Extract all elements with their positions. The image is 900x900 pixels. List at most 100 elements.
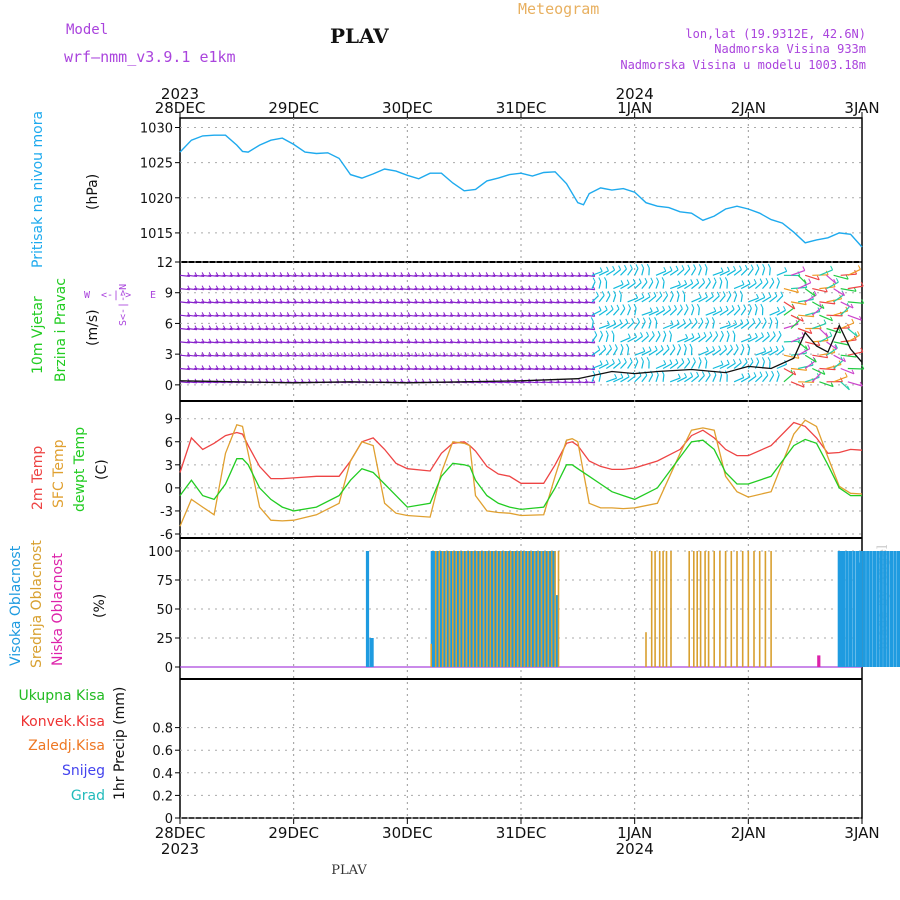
cloud-bar-high: [511, 551, 515, 667]
wind-barb: [506, 354, 517, 357]
wind-barb-tick: [598, 306, 602, 311]
wind-barb-tick: [641, 293, 645, 298]
wind-barb: [528, 341, 539, 344]
wind-barb: [662, 281, 665, 289]
wind-barb: [783, 288, 799, 294]
wind-barb: [776, 281, 780, 289]
wind-barb: [194, 367, 205, 371]
wind-barb: [364, 354, 375, 357]
wind-barb-tick: [720, 360, 724, 365]
wind-barb: [250, 314, 261, 317]
wind-barb-tick: [767, 357, 771, 362]
y-tick-label: 0: [165, 661, 173, 676]
wind-barb: [300, 367, 311, 371]
wind-barb-tick: [730, 344, 733, 350]
wind-barb: [535, 288, 546, 291]
wind-barb: [542, 301, 553, 304]
wind-barb-tick: [739, 265, 742, 270]
wind-barb-tick: [660, 345, 664, 350]
wind-barb: [457, 367, 467, 371]
wind-barb-tick: [666, 344, 670, 350]
wind-barb-tick: [834, 344, 838, 350]
wind-barb: [833, 294, 845, 303]
wind-barb: [208, 314, 219, 317]
wind-barb: [719, 309, 729, 316]
wind-barb-tick: [705, 346, 709, 352]
elevation-label: Nadmorska Visina 933m: [714, 42, 866, 56]
wind-barb: [712, 321, 715, 329]
wind-barb: [805, 274, 820, 281]
wind-barb-tick: [733, 265, 736, 271]
wind-barb-tick: [646, 357, 650, 362]
wind-barb: [662, 348, 670, 356]
wind-barb-tick: [775, 317, 779, 322]
cloud-bar-high: [494, 551, 498, 667]
wind-barb: [457, 354, 467, 357]
wind-barb: [385, 354, 396, 357]
wind-barb: [648, 295, 657, 303]
cloud-bar-high: [879, 551, 883, 667]
top-day-label: 2JAN: [731, 99, 766, 117]
wind-barb: [194, 314, 205, 317]
wind-barb: [620, 376, 630, 383]
wind-barb-tick: [678, 343, 682, 349]
wind-barb: [627, 321, 635, 329]
wind-barb-tick: [640, 357, 644, 362]
wind-barb-tick: [603, 344, 607, 350]
wind-barb: [201, 327, 212, 331]
wind-barb: [250, 301, 261, 304]
cloud-bar-mid: [510, 551, 512, 667]
wind-barb: [265, 288, 276, 291]
wind-barb: [378, 314, 389, 317]
wind-barb: [605, 308, 614, 316]
wind-barb-tick: [648, 317, 652, 322]
wind-barb: [826, 364, 842, 370]
wind-barb: [549, 314, 560, 317]
wind-barb-tick: [700, 317, 704, 323]
wind-barb-tick: [778, 330, 782, 336]
wind-barb: [627, 336, 637, 343]
wind-barb: [591, 321, 594, 329]
wind-barb: [833, 354, 846, 363]
wind-barb-tick: [696, 303, 700, 309]
wind-barb-tick: [775, 345, 779, 351]
wind-barb-tick: [845, 274, 849, 280]
wind-barb: [712, 271, 724, 276]
wind-barb: [229, 288, 240, 291]
wind-barb-tick: [756, 264, 760, 269]
wind-barb: [748, 336, 758, 343]
wind-barb: [179, 354, 190, 357]
wind-barb: [542, 288, 553, 291]
wind-barb: [669, 323, 680, 330]
wind-barb: [754, 307, 758, 316]
wind-barb-tick: [761, 357, 765, 362]
wind-barb: [783, 367, 796, 376]
cloud-bar-high: [535, 551, 539, 667]
wind-barb: [215, 288, 226, 291]
wind-barb-tick: [726, 359, 730, 365]
wind-barb-tick: [676, 319, 680, 325]
wind-barb: [641, 311, 653, 316]
wind-barb: [215, 341, 226, 344]
cloud-bar-mid: [438, 551, 440, 667]
wind-barb: [726, 362, 736, 370]
wind-barb: [336, 367, 347, 371]
wind-barb: [762, 374, 769, 383]
wind-barb: [478, 288, 489, 291]
wind-barb: [698, 350, 709, 356]
wind-barb-tick: [766, 331, 770, 337]
wind-barbs: [179, 263, 865, 391]
wind-barb: [563, 288, 574, 291]
wind-barb: [598, 309, 608, 316]
cloud-bar-high: [842, 551, 846, 667]
wind-barb: [520, 354, 531, 357]
wind-barb: [577, 327, 588, 331]
wind-barb: [258, 327, 269, 331]
wind-barb: [201, 314, 212, 317]
wind-barb: [457, 327, 467, 331]
wind-barb-tick: [648, 346, 652, 351]
wind-barb: [471, 341, 482, 344]
wind-barb-tick: [712, 346, 716, 351]
compass-west: W: [84, 290, 91, 301]
wind-barb: [563, 301, 574, 304]
